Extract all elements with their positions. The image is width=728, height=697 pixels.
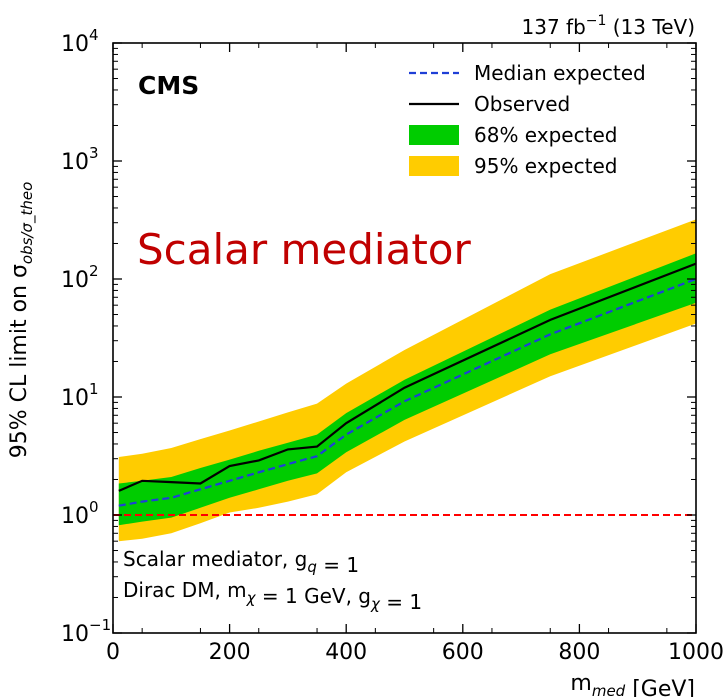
annotation-title: Scalar mediator <box>137 225 471 274</box>
y-tick-exponent: 2 <box>89 262 99 280</box>
lumi-exponent: −1 <box>586 13 607 29</box>
y-tick-label: 104 <box>61 26 99 57</box>
subscript: χ <box>370 595 381 613</box>
text-run: 95% CL limit on σ <box>7 264 32 458</box>
text-run: = 1 GeV, g <box>256 584 371 608</box>
bands-layer <box>118 219 697 542</box>
legend: Median expected Observed 68% expected 95% e… <box>409 61 646 178</box>
x-tick-label: 0 <box>106 640 120 665</box>
y-tick-exponent: 3 <box>89 144 99 162</box>
x-axis-label: mmed [GeV] <box>570 671 695 697</box>
y-tick-label: 100 <box>61 498 99 529</box>
text-run: Scalar mediator, g <box>123 547 307 571</box>
y-tick-exponent: 4 <box>89 26 99 44</box>
subscript: q <box>307 558 317 576</box>
x-tick-label: 400 <box>325 640 367 665</box>
x-tick-label: 600 <box>442 640 484 665</box>
y-tick-label: 10−1 <box>61 616 111 647</box>
y-axis-label: 95% CL limit on σobs/σ_theo <box>7 182 37 459</box>
annotation-line-2: Dirac DM, mχ = 1 GeV, gχ = 1 <box>123 578 422 614</box>
x-tick-label: 1000 <box>668 640 724 665</box>
legend-label: Median expected <box>474 61 646 85</box>
legend-swatch <box>409 125 459 145</box>
legend-swatch <box>409 156 459 176</box>
y-tick-exponent: 1 <box>89 380 99 398</box>
subscript: obs/σ_theo <box>18 182 37 264</box>
text-run: m <box>570 671 591 696</box>
text-run: Dirac DM, m <box>123 578 247 602</box>
annotation-line-1: Scalar mediator, gq = 1 <box>123 547 359 577</box>
y-tick-exponent: 0 <box>89 498 99 516</box>
median-expected-line <box>118 277 697 507</box>
lines-layer <box>113 262 697 516</box>
y-tick-label: 102 <box>61 262 99 293</box>
y-tick-label: 101 <box>61 380 99 411</box>
legend-label: 68% expected <box>474 123 617 147</box>
plot-frame <box>112 42 697 634</box>
experiment-label: CMS <box>138 71 199 100</box>
text-run: = 1 <box>380 590 422 614</box>
y-tick-exponent: −1 <box>89 616 111 634</box>
subscript: med <box>592 682 626 697</box>
subscript: χ <box>246 589 257 607</box>
y-tick-label: 103 <box>61 144 99 175</box>
observed-line <box>118 262 697 492</box>
text-run: [GeV] <box>625 677 695 697</box>
text-run: = 1 <box>317 553 359 577</box>
legend-label: 95% expected <box>474 154 617 178</box>
band-68-expected <box>118 253 697 526</box>
x-tick-label: 800 <box>558 640 600 665</box>
legend-label: Observed <box>474 92 570 116</box>
x-tick-label: 200 <box>209 640 251 665</box>
luminosity-label: 137 fb−1 (13 TeV) <box>522 13 696 39</box>
lumi-energy: (13 TeV) <box>606 15 695 39</box>
